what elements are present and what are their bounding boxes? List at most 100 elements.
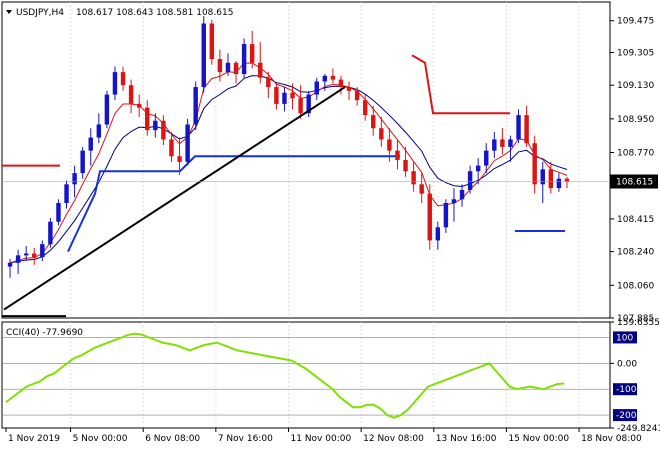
bullish-candle: [322, 75, 328, 82]
slow-ma-line: [9, 75, 568, 264]
bearish-candle: [419, 184, 424, 194]
bullish-candle: [56, 203, 61, 222]
bullish-candle: [225, 62, 231, 73]
bearish-candle: [500, 139, 505, 147]
cci-level-badge: [613, 331, 637, 344]
price-tick-label: 108.240: [617, 248, 654, 258]
bearish-candle: [161, 120, 166, 140]
bullish-candle: [241, 44, 247, 74]
bullish-candle: [88, 137, 93, 151]
bearish-candle: [120, 72, 126, 86]
bearish-candle: [330, 75, 336, 80]
bearish-candle: [564, 178, 570, 182]
time-tick-label: 11 Nov 00:00: [291, 434, 352, 444]
bullish-candle: [15, 255, 21, 263]
bullish-candle: [80, 150, 85, 174]
bullish-candle: [435, 227, 441, 241]
bullish-candle: [72, 173, 77, 185]
chart-header: USDJPY,H4 108.617 108.643 108.581 108.61…: [6, 8, 233, 18]
time-tick-label: 7 Nov 16:00: [218, 434, 273, 444]
bearish-candle: [362, 100, 368, 116]
time-tick-label: 1 Nov 2019: [8, 434, 60, 444]
bearish-candle: [427, 193, 432, 241]
bearish-candle: [379, 128, 384, 140]
bullish-candle: [451, 199, 457, 204]
bearish-candle: [524, 115, 529, 144]
bullish-candle: [153, 120, 158, 131]
bullish-candle: [459, 189, 465, 200]
bullish-candle: [556, 178, 562, 189]
time-tick-label: 6 Nov 08:00: [145, 434, 200, 444]
bullish-candle: [185, 124, 190, 162]
bearish-candle: [217, 59, 223, 73]
cci-tick-label: 0.00: [617, 359, 637, 369]
time-tick-label: 18 Nov 08:00: [581, 434, 642, 444]
cci-level-badge: [613, 409, 637, 422]
bearish-candle: [32, 253, 37, 258]
bearish-candle: [266, 77, 271, 88]
bullish-candle: [492, 139, 497, 151]
bullish-candle: [475, 165, 481, 172]
bullish-candle: [23, 253, 29, 256]
bearish-candle: [128, 85, 134, 104]
cci-tick-label: 159.6355: [617, 318, 660, 328]
bullish-candle: [467, 171, 473, 190]
cci-panel-frame: [1, 321, 611, 429]
price-grid: [70, 2, 580, 428]
ascending-trendline: [3, 86, 346, 311]
bullish-candle: [7, 262, 13, 267]
cci-tick-label: 100: [616, 333, 633, 343]
bearish-candle: [177, 156, 182, 162]
bearish-candle: [169, 139, 174, 157]
fast-ma-line: [9, 62, 568, 264]
price-tick-label: 108.060: [617, 281, 654, 291]
bearish-candle: [249, 44, 255, 63]
price-tick-label: 109.305: [617, 48, 654, 58]
bearish-candle: [532, 143, 537, 185]
price-tick-label: 107.885: [617, 314, 654, 324]
bearish-candle: [290, 92, 295, 99]
bearish-candle: [209, 23, 215, 60]
current-price-marker: [610, 174, 658, 189]
time-tick-label: 5 Nov 00:00: [73, 434, 128, 444]
time-tick-label: 12 Nov 08:00: [363, 434, 424, 444]
cci-line: [5, 332, 565, 419]
bearish-candle: [338, 79, 344, 88]
bearish-candle: [258, 62, 263, 78]
cci-series: [5, 332, 565, 419]
bullish-candle: [112, 72, 118, 95]
bearish-candle: [346, 87, 352, 91]
bullish-candle: [64, 184, 69, 204]
ohlc-readout: 108.617 108.643 108.581 108.615: [76, 8, 233, 18]
price-axis: 109.475 109.305 109.130 108.950 108.770 108.4…: [2, 17, 658, 324]
price-tick-label: 109.475: [617, 17, 654, 27]
bearish-candle: [395, 150, 400, 160]
cci-tick-label: -249.8241: [617, 424, 660, 434]
price-tick-label: 108.950: [617, 115, 654, 125]
bullish-candle: [282, 92, 287, 104]
bearish-candle: [145, 107, 150, 131]
bearish-candle: [411, 171, 416, 185]
cci-tick-label: -200: [616, 411, 637, 421]
bearish-candle: [274, 87, 279, 104]
cci-tick-label: -100: [616, 385, 637, 395]
bearish-candle: [298, 98, 303, 114]
time-axis: 1 Nov 2019 5 Nov 00:00 6 Nov 08:00 7 Nov 16…: [5, 428, 642, 444]
bullish-candle: [314, 81, 319, 95]
price-tick-label: 108.770: [617, 149, 654, 159]
bullish-candle: [484, 150, 489, 166]
support-step-line: [67, 155, 400, 253]
cci-header-label: CCI(40) -77.9690: [6, 328, 83, 338]
bullish-candle: [516, 115, 521, 140]
bullish-candle: [48, 221, 53, 245]
bullish-candle: [193, 87, 198, 125]
bullish-candle: [201, 23, 206, 88]
dropdown-triangle-icon[interactable]: [6, 10, 12, 14]
bearish-candle: [387, 139, 392, 151]
current-price-label: 108.615: [616, 178, 653, 188]
trendline: [3, 86, 346, 311]
cci-grid: [2, 337, 610, 416]
bullish-candle: [540, 169, 545, 185]
